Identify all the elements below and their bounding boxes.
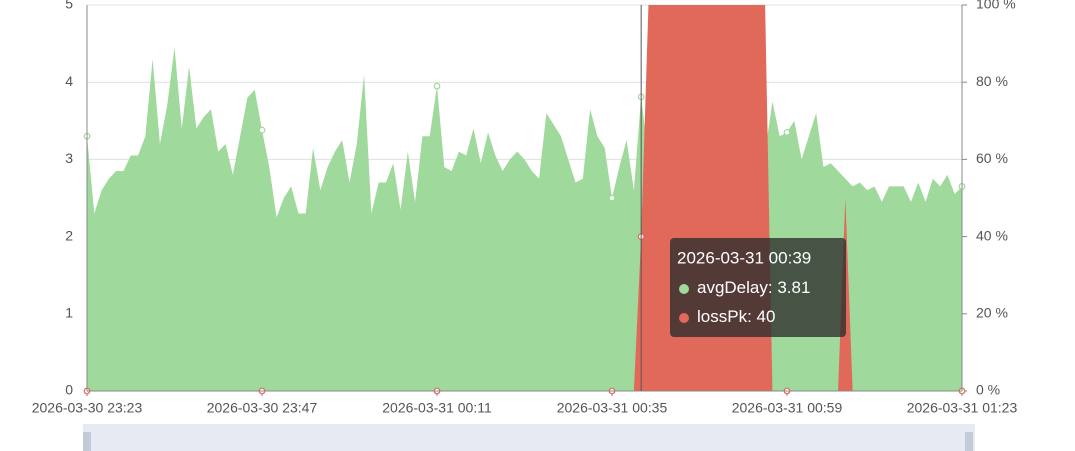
y-tick-label: 4 bbox=[65, 73, 73, 89]
tooltip-title: 2026-03-31 00:39 bbox=[677, 248, 811, 267]
point-marker bbox=[433, 82, 441, 90]
tooltip-dot bbox=[679, 284, 689, 294]
y2-tick-label: 60 % bbox=[976, 150, 1008, 166]
y2-tick-label: 20 % bbox=[976, 305, 1008, 321]
y-tick-label: 0 bbox=[65, 382, 73, 398]
y2-tick-label: 100 % bbox=[976, 0, 1016, 12]
x-tick-label: 2026-03-31 00:11 bbox=[382, 400, 492, 416]
x-tick-label: 2026-03-31 00:59 bbox=[732, 400, 843, 416]
y2-tick-label: 80 % bbox=[976, 73, 1008, 89]
tooltip-item: lossPk: 40 bbox=[697, 307, 775, 326]
area-avgdelay bbox=[87, 47, 962, 392]
plot: 0 1 2 3 4 5 0 % 20 % 40 % 60 % 80 % 100 % 2026-03-30… bbox=[32, 0, 1018, 416]
series-name: lossPk bbox=[697, 307, 748, 326]
y-tick-label: 1 bbox=[65, 305, 73, 321]
y-tick-label: 2 bbox=[65, 227, 73, 243]
series-value: 40 bbox=[757, 307, 776, 326]
point-marker bbox=[608, 194, 616, 202]
x-tick-label: 2026-03-30 23:47 bbox=[207, 400, 318, 416]
series-name: avgDelay bbox=[697, 278, 768, 297]
x-tick-label: 2026-03-30 23:23 bbox=[32, 400, 143, 416]
y2-tick-label: 0 % bbox=[976, 382, 1000, 398]
point-marker bbox=[258, 126, 266, 134]
separator: : bbox=[768, 278, 777, 297]
y-tick-label: 5 bbox=[65, 0, 73, 12]
x-tick-label: 2026-03-31 01:23 bbox=[907, 400, 1018, 416]
y2-tick-label: 40 % bbox=[976, 227, 1008, 243]
point-marker bbox=[783, 128, 791, 136]
series-value: 3.81 bbox=[777, 278, 810, 297]
tooltip-item: avgDelay: 3.81 bbox=[697, 278, 810, 297]
tooltip-box bbox=[670, 238, 846, 337]
y-tick-label: 3 bbox=[65, 150, 73, 166]
x-tick-label: 2026-03-31 00:35 bbox=[557, 400, 668, 416]
zoom-handle[interactable] bbox=[965, 432, 973, 451]
zoom-handle[interactable] bbox=[83, 432, 91, 451]
separator: : bbox=[747, 307, 756, 326]
data-zoom-slider[interactable] bbox=[83, 424, 975, 451]
tooltip-dot bbox=[679, 313, 689, 323]
